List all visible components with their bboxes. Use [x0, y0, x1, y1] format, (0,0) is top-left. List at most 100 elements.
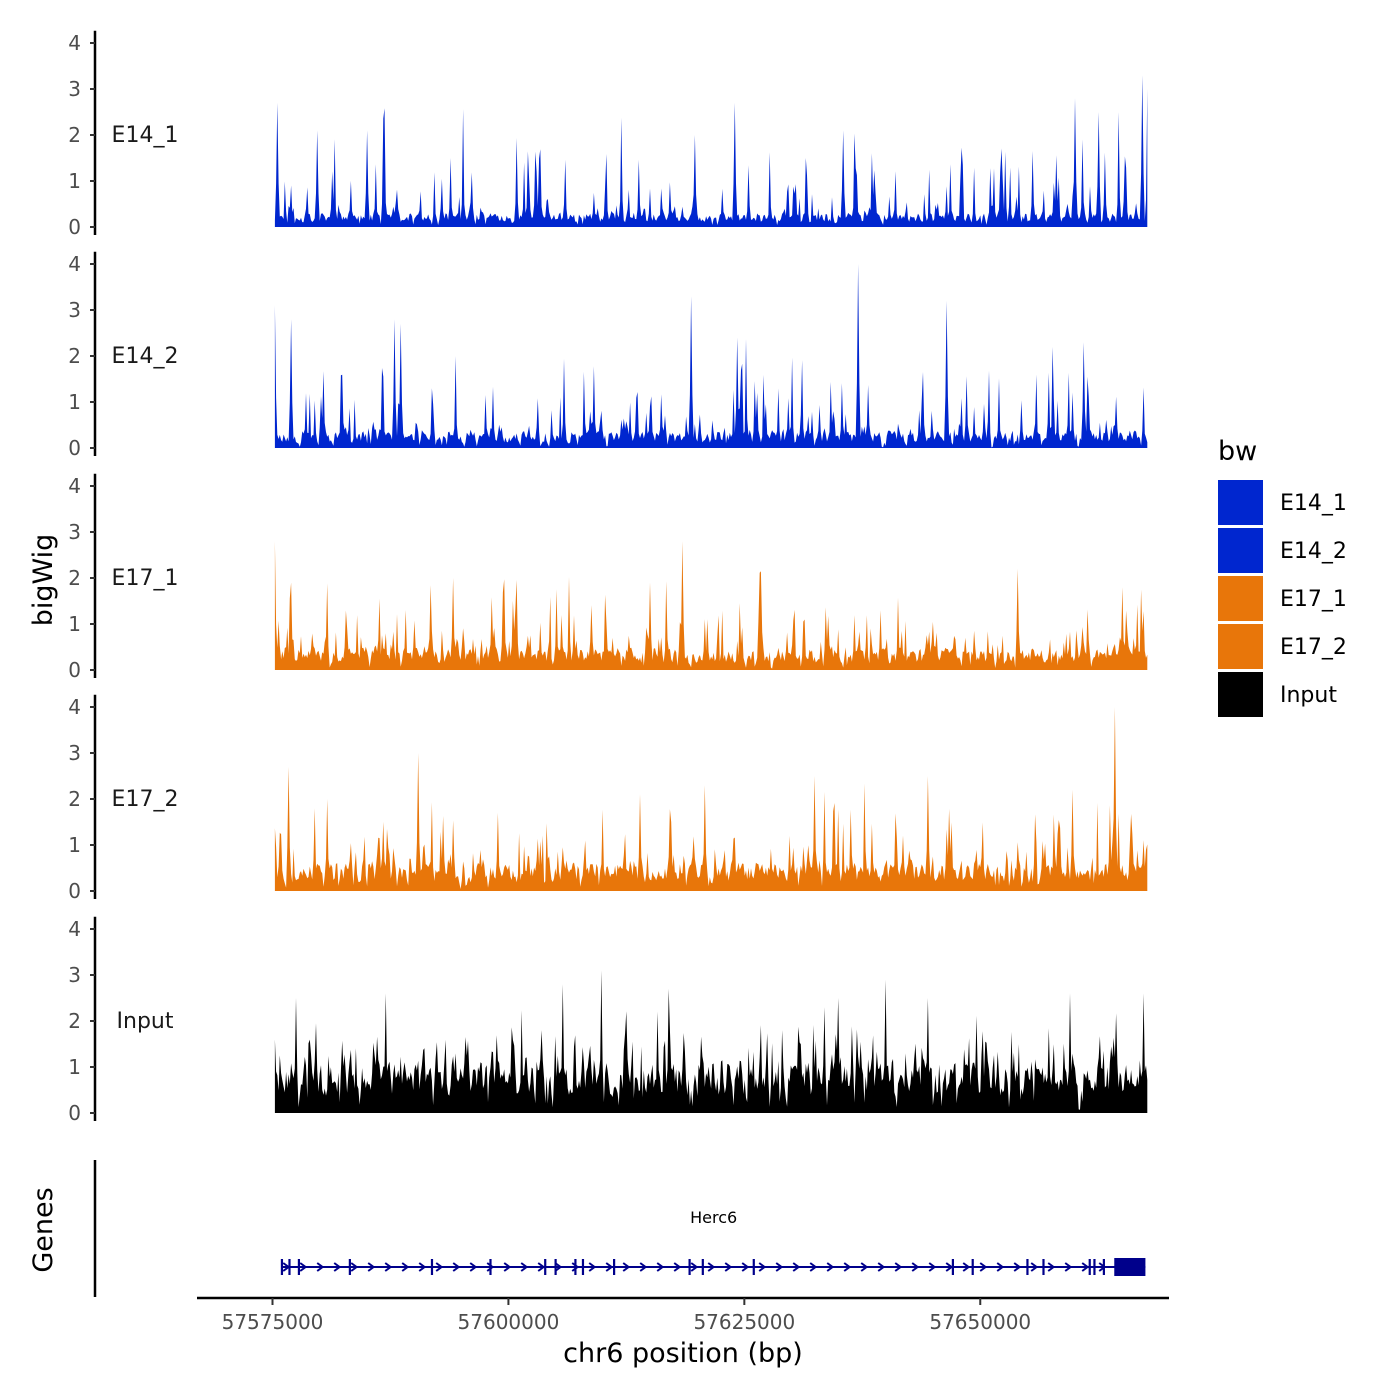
strand-arrow [350, 1262, 359, 1272]
signal-area [274, 264, 1148, 448]
signal-area [274, 707, 1148, 891]
strand-arrow [367, 1262, 376, 1272]
track-label: E17_2 [112, 787, 179, 812]
strand-arrow [690, 1262, 699, 1272]
strand-arrow [724, 1262, 733, 1272]
y-tick-label: 0 [68, 215, 81, 239]
strand-arrow [537, 1262, 546, 1272]
strand-arrow [962, 1262, 971, 1272]
legend-label-e17_1: E17_1 [1280, 587, 1347, 612]
y-tick-label: 2 [68, 566, 81, 590]
strand-arrow [860, 1262, 869, 1272]
strand-arrow [418, 1262, 427, 1272]
legend-swatch-e17_2 [1218, 624, 1263, 669]
strand-arrow [1081, 1262, 1090, 1272]
track-label: E17_1 [112, 566, 179, 591]
y-tick-label: 0 [68, 658, 81, 682]
y-tick-label: 3 [68, 520, 81, 544]
gene-herc6: Herc6 [280, 1208, 1146, 1276]
strand-arrow [1047, 1262, 1056, 1272]
strand-arrow [894, 1262, 903, 1272]
y-tick-label: 0 [68, 1101, 81, 1125]
y-tick-label: 3 [68, 298, 81, 322]
x-axis: 57575000 57600000 57625000 57650000 [197, 1296, 1169, 1334]
strand-arrow [571, 1262, 580, 1272]
strand-arrow [622, 1262, 631, 1272]
track-e17_2: 0 1 2 3 4 E17_2 [68, 694, 1148, 903]
gene-label: Herc6 [690, 1208, 737, 1227]
legend: bw E14_1 E14_2 E17_1 E17_2 Input [1218, 436, 1347, 717]
signal-area [274, 970, 1148, 1113]
strand-arrow [996, 1262, 1005, 1272]
genes-panel: Herc6 [93, 1160, 1146, 1297]
strand-arrow [639, 1262, 648, 1272]
strand-arrow [1030, 1262, 1039, 1272]
track-e17_1: 0 1 2 3 4 E17_1 [68, 473, 1148, 682]
x-axis-title: chr6 position (bp) [563, 1338, 803, 1369]
legend-swatch-e17_1 [1218, 576, 1263, 621]
signal-area [274, 75, 1148, 227]
terminal-exon [1114, 1258, 1146, 1276]
strand-arrow [469, 1262, 478, 1272]
strand-arrow [843, 1262, 852, 1272]
strand-arrow [656, 1262, 665, 1272]
strand-arrow [792, 1262, 801, 1272]
y-tick-label: 0 [68, 879, 81, 903]
track-e14_1: 0 1 2 3 4 E14_1 [68, 30, 1148, 239]
legend-title: bw [1218, 436, 1257, 467]
signal-area [274, 541, 1148, 670]
y-tick-label: 2 [68, 344, 81, 368]
legend-swatch-input [1218, 672, 1263, 717]
track-e14_2: 0 1 2 3 4 E14_2 [68, 251, 1148, 460]
legend-swatch-e14_1 [1218, 480, 1263, 525]
strand-arrow [945, 1262, 954, 1272]
genes-axis-title: Genes [28, 1187, 59, 1272]
y-tick-label: 2 [68, 123, 81, 147]
strand-arrow [316, 1262, 325, 1272]
strand-arrow [435, 1262, 444, 1272]
strand-arrow [605, 1262, 614, 1272]
y-tick-label: 1 [68, 169, 81, 193]
track-label: E14_1 [112, 123, 179, 148]
strand-arrow [911, 1262, 920, 1272]
y-tick-label: 4 [68, 474, 81, 498]
y-tick-label: 1 [68, 833, 81, 857]
y-axis-title: bigWig [28, 534, 59, 627]
strand-arrow [333, 1262, 342, 1272]
x-tick-label: 57575000 [222, 1310, 324, 1334]
strand-arrow [928, 1262, 937, 1272]
strand-arrow [1064, 1262, 1073, 1272]
strand-arrow [741, 1262, 750, 1272]
y-tick-label: 4 [68, 252, 81, 276]
strand-arrow [503, 1262, 512, 1272]
y-tick-label: 1 [68, 390, 81, 414]
legend-label-e17_2: E17_2 [1280, 635, 1347, 660]
legend-label-e14_2: E14_2 [1280, 539, 1347, 564]
y-tick-label: 1 [68, 1055, 81, 1079]
strand-arrow [809, 1262, 818, 1272]
strand-arrow [486, 1262, 495, 1272]
strand-arrow [520, 1262, 529, 1272]
legend-label-input: Input [1280, 683, 1337, 708]
legend-label-e14_1: E14_1 [1280, 491, 1347, 516]
strand-arrow [452, 1262, 461, 1272]
y-tick-label: 1 [68, 612, 81, 636]
y-tick-label: 2 [68, 787, 81, 811]
y-tick-label: 2 [68, 1009, 81, 1033]
strand-arrow [299, 1262, 308, 1272]
strand-arrow [554, 1262, 563, 1272]
strand-arrow [877, 1262, 886, 1272]
x-tick-label: 57650000 [929, 1310, 1031, 1334]
strand-arrow [707, 1262, 716, 1272]
x-tick-label: 57600000 [458, 1310, 560, 1334]
y-tick-label: 3 [68, 77, 81, 101]
legend-swatch-e14_2 [1218, 528, 1263, 573]
y-tick-label: 4 [68, 917, 81, 941]
strand-arrow [401, 1262, 410, 1272]
track-label: E14_2 [112, 344, 179, 369]
y-tick-label: 0 [68, 436, 81, 460]
y-tick-label: 4 [68, 31, 81, 55]
y-tick-label: 3 [68, 741, 81, 765]
strand-arrow [775, 1262, 784, 1272]
